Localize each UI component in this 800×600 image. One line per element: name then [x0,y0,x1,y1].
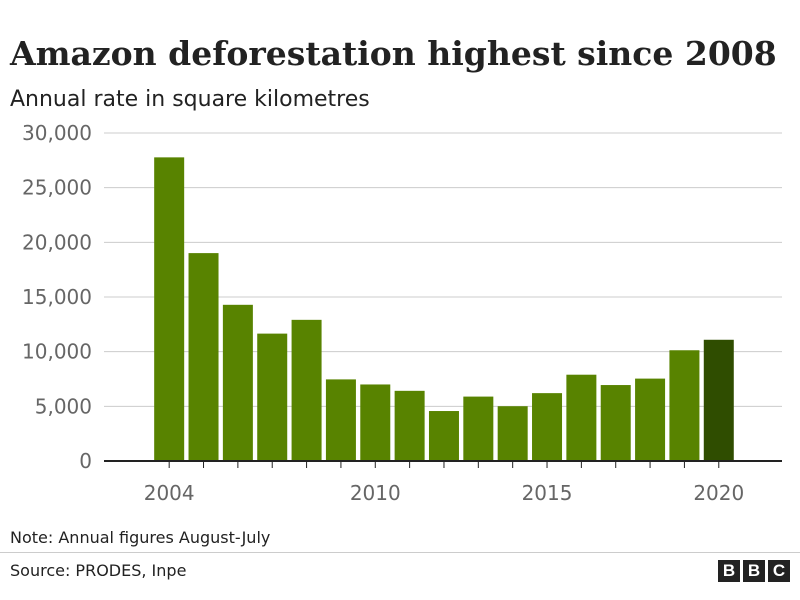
bar-2017 [600,385,631,461]
bar-2018 [635,378,666,461]
chart-note: Note: Annual figures August-July [10,528,271,547]
x-tick-label: 2004 [144,481,195,505]
bbc-logo-block: C [768,560,790,582]
bar-2007 [257,333,288,461]
bbc-logo: B B C [718,560,790,582]
x-tick-label: 2015 [522,481,573,505]
bar-2016 [566,374,597,461]
footer-divider [0,552,800,553]
y-tick-label: 20,000 [22,230,92,254]
chart-title: Amazon deforestation highest since 2008 [10,34,777,73]
y-axis-labels: 0 5,000 10,000 15,000 20,000 25,000 30,000 [22,121,92,473]
x-axis-labels: 2004 2010 2015 2020 [144,481,745,505]
bar-2004 [154,157,185,461]
bar-2019 [669,350,700,461]
x-tick-label: 2020 [693,481,744,505]
chart-source: Source: PRODES, Inpe [10,561,187,580]
x-tick-label: 2010 [350,481,401,505]
bar-2014 [497,406,528,461]
bar-2009 [325,379,356,461]
bar-2010 [360,384,391,461]
bar-chart: 0 5,000 10,000 15,000 20,000 25,000 30,000 200… [22,121,782,505]
y-tick-label: 25,000 [22,176,92,200]
bar-2008 [291,319,322,461]
bar-2015 [532,393,563,461]
bbc-logo-block: B [743,560,765,582]
chart-subtitle: Annual rate in square kilometres [10,87,370,112]
y-tick-label: 30,000 [22,121,92,145]
y-tick-label: 15,000 [22,285,92,309]
bbc-logo-block: B [718,560,740,582]
bars [154,157,734,461]
bar-2013 [463,396,494,461]
bar-2020 [703,339,734,461]
y-tick-label: 5,000 [35,394,92,418]
bar-2011 [394,390,425,461]
bar-2012 [428,411,459,461]
x-axis [104,460,782,468]
bar-2005 [188,253,219,461]
y-tick-label: 10,000 [22,340,92,364]
bar-2006 [222,304,253,461]
y-tick-label: 0 [79,449,92,473]
